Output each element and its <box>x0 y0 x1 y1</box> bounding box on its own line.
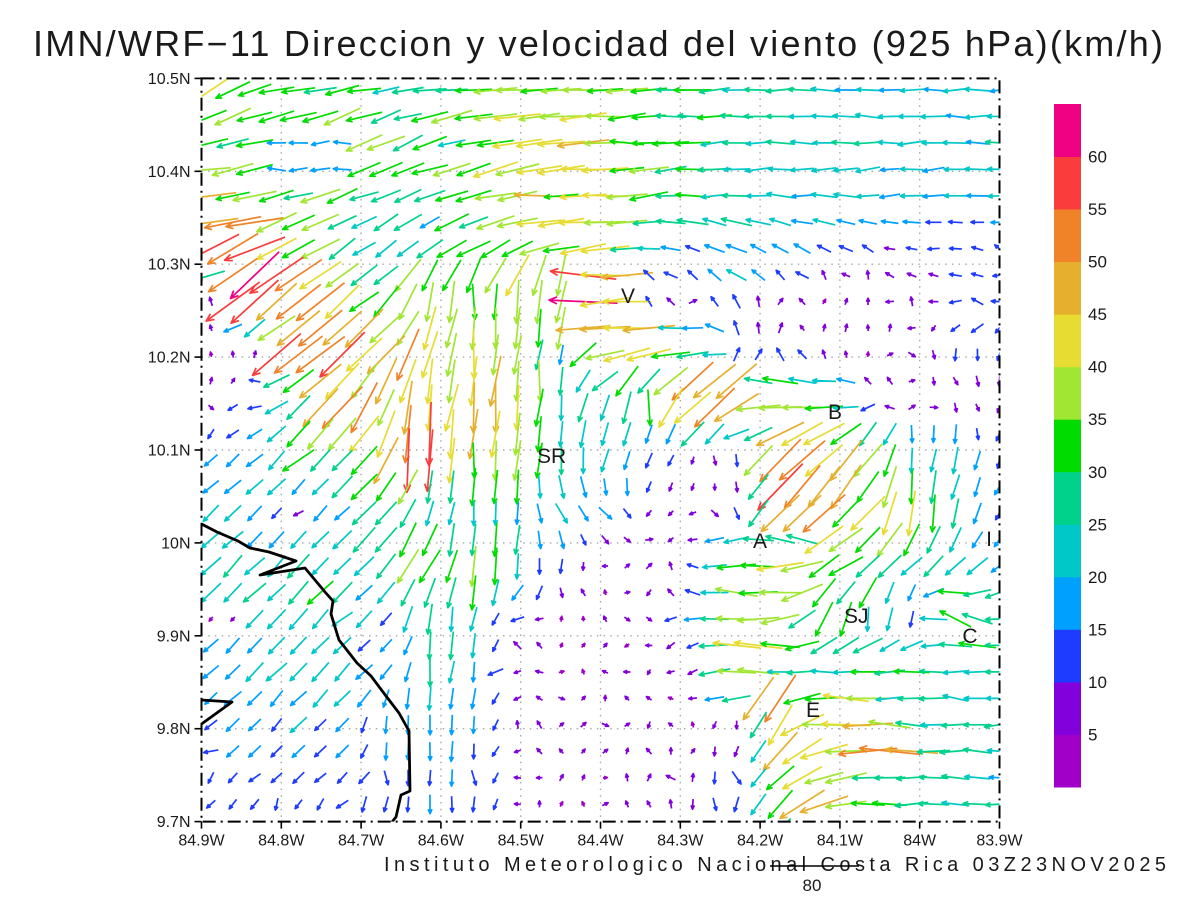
svg-text:84W: 84W <box>903 833 937 850</box>
svg-text:10.2N: 10.2N <box>148 350 191 367</box>
svg-text:55: 55 <box>1088 200 1107 219</box>
svg-text:35: 35 <box>1088 410 1107 429</box>
svg-text:V: V <box>621 285 635 308</box>
svg-text:84.2W: 84.2W <box>737 833 784 850</box>
svg-text:60: 60 <box>1088 148 1107 167</box>
svg-text:10.5N: 10.5N <box>148 71 191 88</box>
svg-text:9.7N: 9.7N <box>157 814 191 831</box>
svg-text:40: 40 <box>1088 358 1107 377</box>
svg-text:C: C <box>962 625 977 648</box>
svg-text:SR: SR <box>537 445 566 468</box>
svg-text:E: E <box>806 699 820 722</box>
svg-text:10N: 10N <box>161 535 190 552</box>
svg-text:10: 10 <box>1088 673 1107 692</box>
svg-text:84.4W: 84.4W <box>577 833 624 850</box>
svg-text:45: 45 <box>1088 305 1107 324</box>
svg-text:80: 80 <box>803 876 822 895</box>
svg-text:9.9N: 9.9N <box>157 628 191 645</box>
svg-text:84.1W: 84.1W <box>817 833 864 850</box>
svg-text:84.7W: 84.7W <box>338 833 385 850</box>
svg-text:10.1N: 10.1N <box>148 443 191 460</box>
svg-text:SJ: SJ <box>844 605 869 628</box>
svg-text:84.5W: 84.5W <box>498 833 545 850</box>
svg-text:25: 25 <box>1088 515 1107 534</box>
svg-text:10.3N: 10.3N <box>148 257 191 274</box>
svg-text:10.4N: 10.4N <box>148 164 191 181</box>
svg-text:20: 20 <box>1088 568 1107 587</box>
svg-text:84.9W: 84.9W <box>178 833 225 850</box>
svg-text:50: 50 <box>1088 253 1107 272</box>
svg-text:30: 30 <box>1088 463 1107 482</box>
svg-text:15: 15 <box>1088 620 1107 639</box>
svg-text:5: 5 <box>1088 726 1097 745</box>
svg-text:84.6W: 84.6W <box>418 833 465 850</box>
svg-text:84.8W: 84.8W <box>258 833 305 850</box>
svg-text:B: B <box>828 401 842 424</box>
svg-text:I: I <box>986 528 992 551</box>
svg-text:A: A <box>753 530 767 553</box>
svg-text:84.3W: 84.3W <box>657 833 704 850</box>
svg-text:IMN/WRF−11 Direccion y velocid: IMN/WRF−11 Direccion y velocidad del vie… <box>33 23 1163 64</box>
svg-text:9.8N: 9.8N <box>157 721 191 738</box>
svg-text:83.9W: 83.9W <box>976 833 1023 850</box>
